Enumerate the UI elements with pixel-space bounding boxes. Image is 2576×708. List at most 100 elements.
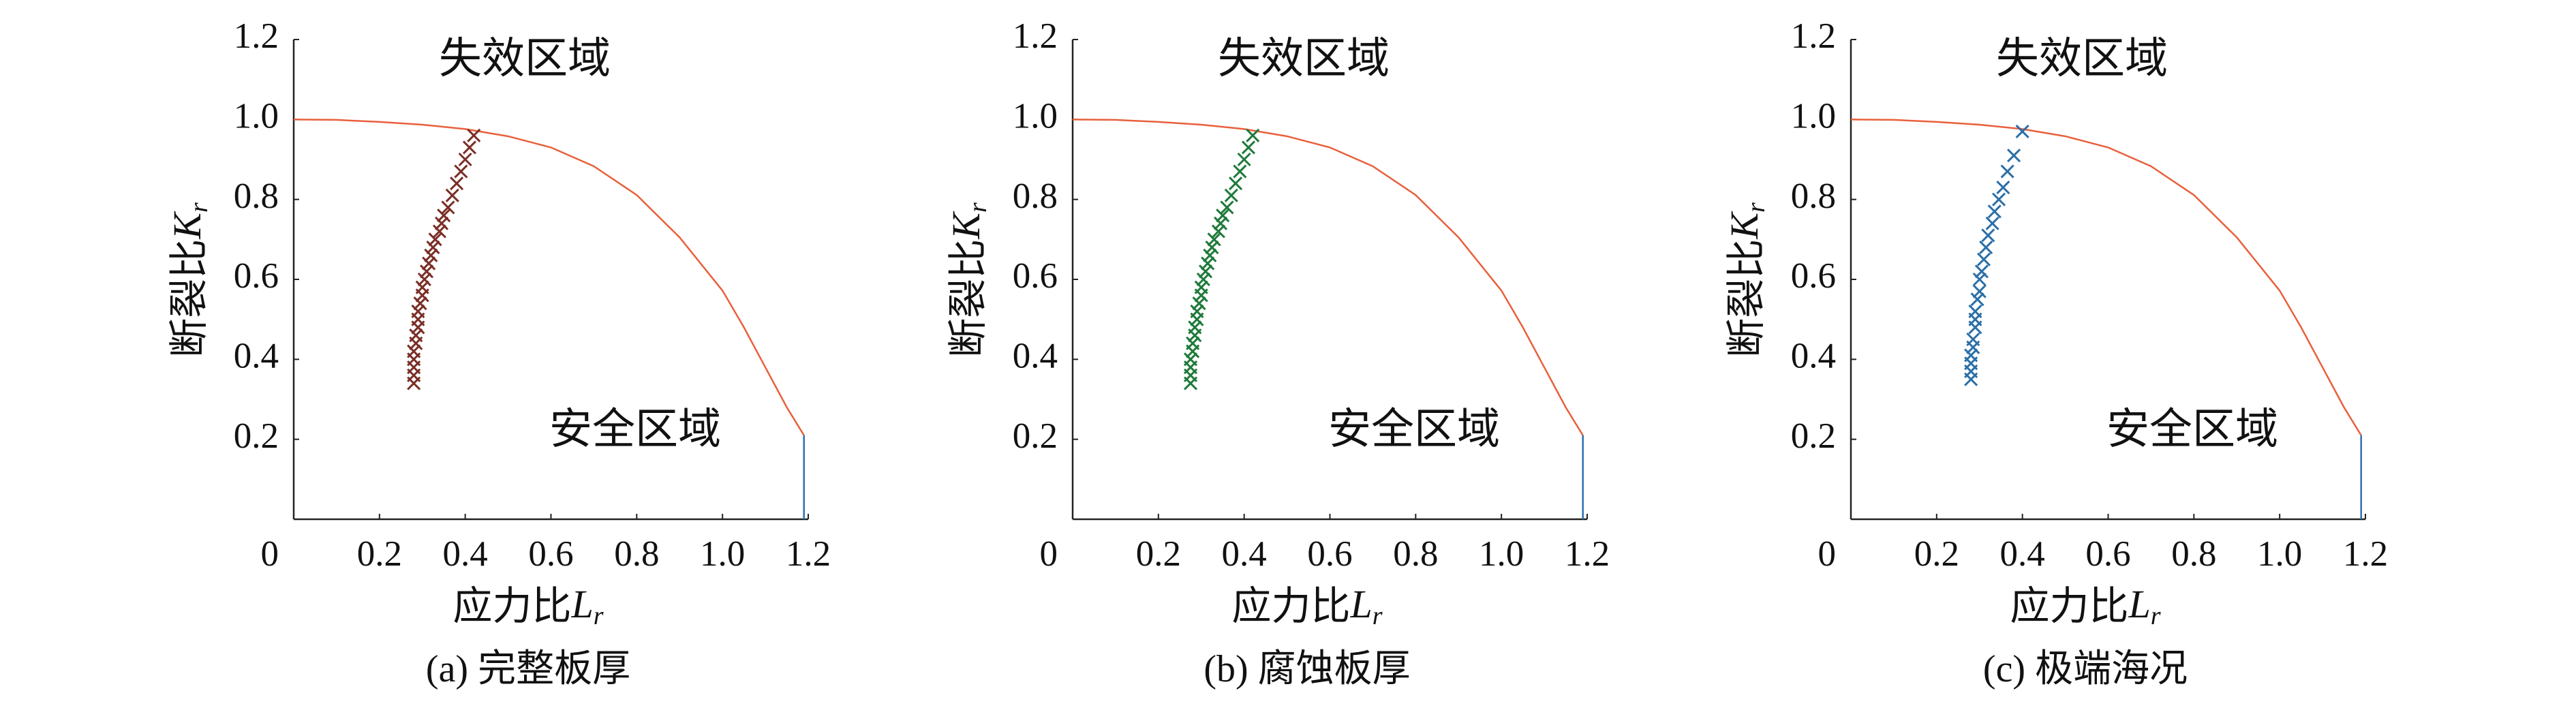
x-label-text: 应力比 xyxy=(453,583,571,629)
cross-marker xyxy=(1198,264,1213,279)
y-label-var: K xyxy=(165,211,209,240)
x-tick-label: 1.0 xyxy=(2257,534,2302,574)
cross-marker xyxy=(1196,272,1210,287)
cross-marker xyxy=(409,328,423,343)
cross-marker xyxy=(1220,200,1234,215)
cross-marker xyxy=(426,241,440,255)
y-label-var: K xyxy=(1722,211,1766,240)
cross-marker xyxy=(419,264,434,279)
x-label-var: L xyxy=(1349,582,1372,626)
x-tick-label: 0 xyxy=(261,534,279,574)
chart-panel: 0 0.2 0.4 0.6 0.8 1.0 1.2 0.2 0.4 0.6 0.8 1.0 1.2 失效区… xyxy=(944,16,1610,690)
y-label-text: 断裂比 xyxy=(945,239,991,358)
x-axis-label: 应力比Lr xyxy=(453,582,603,630)
x-label-sub: r xyxy=(2151,602,2161,630)
y-tick-label: 0.4 xyxy=(1013,336,1058,375)
y-tick-label: 0.2 xyxy=(1013,416,1058,456)
cross-marker xyxy=(1183,352,1198,367)
cross-marker xyxy=(1996,181,2010,195)
cross-marker xyxy=(1205,241,1219,255)
cross-marker xyxy=(441,200,455,215)
cross-marker xyxy=(445,188,459,202)
cross-marker xyxy=(1192,296,1206,311)
cross-marker xyxy=(1194,280,1208,294)
y-tick-label: 0.8 xyxy=(1791,176,1836,216)
y-tick-label: 0.6 xyxy=(1791,256,1836,296)
x-tick-label: 0.2 xyxy=(1136,534,1181,574)
curve xyxy=(1072,119,1584,436)
y-axis-label: 断裂比Kr xyxy=(944,202,992,358)
x-tick-label: 1.2 xyxy=(1565,534,1610,574)
x-tick-label: 0.6 xyxy=(1307,534,1352,574)
y-tick-label: 1.0 xyxy=(1013,96,1058,136)
cross-marker xyxy=(1991,192,2006,206)
y-tick-label: 0.4 xyxy=(234,336,279,375)
x-tick-label: 0.8 xyxy=(1393,534,1438,574)
cross-marker xyxy=(462,140,477,155)
x-tick-label: 0.8 xyxy=(614,534,659,574)
x-tick-label: 0.6 xyxy=(528,534,573,574)
curve xyxy=(1850,119,2362,436)
y-axis-label: 断裂比Kr xyxy=(1722,202,1770,358)
cross-marker xyxy=(415,280,429,294)
cross-marker xyxy=(1211,224,1225,238)
x-axis-label: 应力比Lr xyxy=(2010,582,2160,630)
cross-marker xyxy=(437,209,451,223)
cross-marker xyxy=(407,344,421,358)
region-label: 安全区域 xyxy=(1328,404,1500,454)
x-tick-label: 0.4 xyxy=(443,534,488,574)
region-label: 安全区域 xyxy=(549,404,721,454)
cross-marker xyxy=(1237,152,1251,167)
cross-marker xyxy=(411,304,425,318)
cross-marker xyxy=(2000,164,2014,179)
cross-marker xyxy=(413,296,427,311)
cross-marker xyxy=(1966,332,1980,347)
cross-marker xyxy=(1216,209,1230,223)
x-label-text: 应力比 xyxy=(1231,583,1350,629)
cross-marker xyxy=(467,128,481,142)
cross-marker xyxy=(1964,348,1978,363)
x-tick-label: 1.2 xyxy=(786,534,831,574)
x-tick-label: 0.6 xyxy=(2085,534,2130,574)
y-label-sub: r xyxy=(964,202,992,213)
cross-marker xyxy=(1229,176,1243,191)
region-label: 失效区域 xyxy=(1218,33,1390,83)
y-axis-label: 断裂比Kr xyxy=(165,202,213,358)
y-label-text: 断裂比 xyxy=(166,239,212,358)
cross-marker xyxy=(422,256,436,271)
x-tick-label: 0.8 xyxy=(2171,534,2216,574)
cross-marker xyxy=(435,216,449,230)
y-tick-label: 1.2 xyxy=(234,16,279,56)
cross-marker xyxy=(1972,284,1987,298)
caption: (a) 完整板厚 xyxy=(426,648,630,690)
x-label-text: 应力比 xyxy=(2010,583,2128,629)
region-label: 安全区域 xyxy=(2106,404,2278,454)
cross-marker xyxy=(1233,164,1247,179)
cross-marker xyxy=(1976,252,1991,266)
y-label-sub: r xyxy=(1742,202,1770,213)
cross-marker xyxy=(1987,204,2002,219)
caption: (b) 腐蚀板厚 xyxy=(1203,648,1410,690)
cross-marker xyxy=(1188,320,1202,335)
region-label: 失效区域 xyxy=(1996,33,2168,83)
x-tick-label: 0.4 xyxy=(2000,534,2045,574)
caption: (c) 极端海况 xyxy=(1983,648,2188,690)
cross-marker xyxy=(1190,304,1204,318)
y-tick-label: 1.2 xyxy=(1791,16,1836,56)
cross-marker xyxy=(1974,264,1989,279)
x-tick-label: 1.0 xyxy=(1479,534,1524,574)
y-tick-label: 0.2 xyxy=(1791,416,1836,456)
cross-marker xyxy=(1979,241,1993,255)
x-tick-label: 0 xyxy=(1040,534,1058,574)
x-axis-label: 应力比Lr xyxy=(1231,582,1382,630)
x-label-sub: r xyxy=(594,602,604,630)
x-label-sub: r xyxy=(1373,602,1383,630)
y-tick-label: 0.6 xyxy=(1013,256,1058,296)
y-tick-label: 0.4 xyxy=(1791,336,1836,375)
cross-marker xyxy=(2007,149,2021,163)
y-tick-label: 0.6 xyxy=(234,256,279,296)
x-tick-label: 1.0 xyxy=(700,534,745,574)
x-tick-label: 0 xyxy=(1818,534,1837,574)
chart-panel: 0 0.2 0.4 0.6 0.8 1.0 1.2 0.2 0.4 0.6 0.8 1.0 1.2 失效区… xyxy=(1722,16,2388,690)
